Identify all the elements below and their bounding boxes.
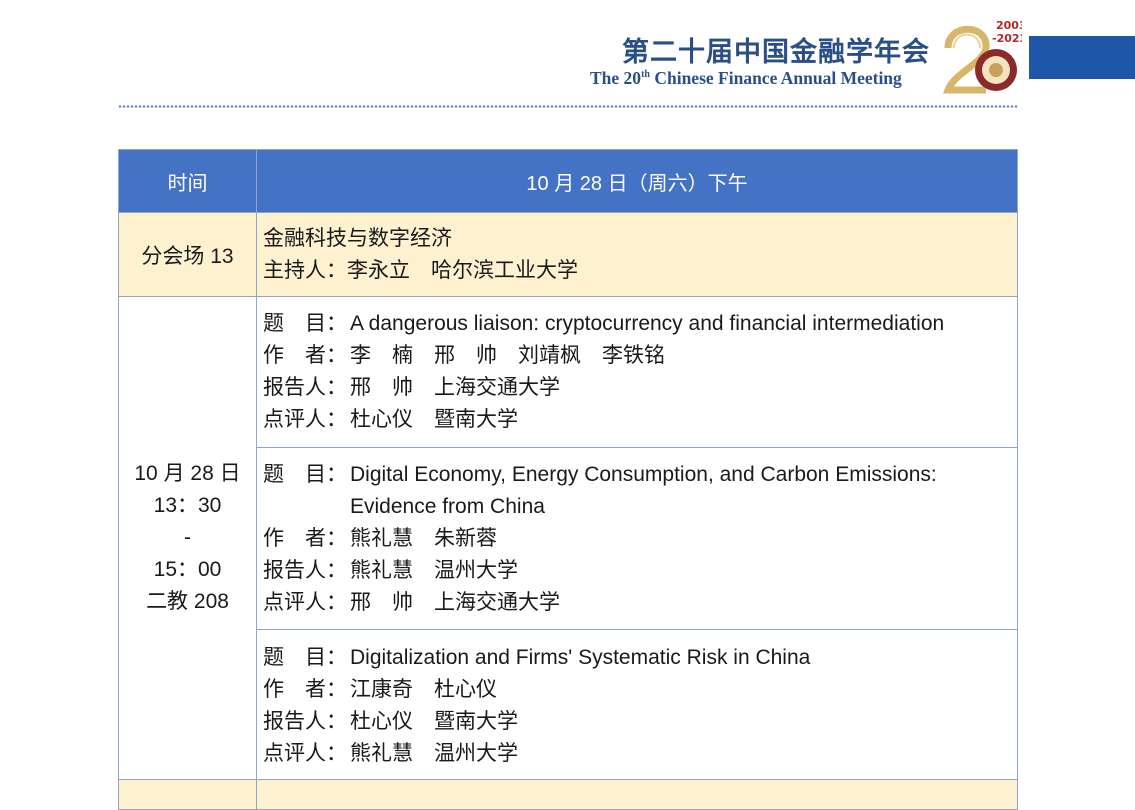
title-label: 题 目： xyxy=(263,312,347,335)
header-blue-bar xyxy=(1029,36,1135,79)
table-header-row: 时间 10 月 28 日（周六）下午 xyxy=(118,149,1018,213)
paper-title: A dangerous liaison: cryptocurrency and … xyxy=(350,312,945,335)
header-time: 时间 xyxy=(118,149,257,213)
presenter-label: 报告人： xyxy=(263,376,347,399)
title-label: 题 目： xyxy=(263,646,347,669)
time-end: 15：00 xyxy=(153,558,222,581)
paper-title: Digital Economy, Energy Consumption, and… xyxy=(350,462,937,518)
next-session-content xyxy=(256,779,1018,810)
paper-authors: 李 楠 邢 帅 刘靖枫 李铁铭 xyxy=(350,344,665,367)
time-dash: - xyxy=(184,526,191,549)
next-session-row xyxy=(118,779,1018,810)
discussant-label: 点评人： xyxy=(263,408,347,431)
paper-discussant: 邢 帅 上海交通大学 xyxy=(350,590,560,614)
header-date: 10 月 28 日（周六）下午 xyxy=(256,149,1018,213)
header-title-cn: 第二十届中国金融学年会 xyxy=(622,37,930,68)
paper-3: 题 目： Digitalization and Firms' Systematic… xyxy=(256,629,1018,780)
paper-discussant: 熊礼慧 温州大学 xyxy=(350,742,518,765)
session-host: 主持人：李永立 哈尔滨工业大学 xyxy=(263,258,578,282)
next-session-time xyxy=(118,779,257,810)
paper-presenter: 杜心仪 暨南大学 xyxy=(350,710,518,733)
paper-title: Digitalization and Firms' Systematic Ris… xyxy=(350,646,811,669)
presenter-label: 报告人： xyxy=(263,558,347,582)
authors-label: 作 者： xyxy=(263,526,347,550)
session-row: 分会场 13 金融科技与数字经济主持人：李永立 哈尔滨工业大学 xyxy=(118,212,1018,297)
title-en-pre: The 20 xyxy=(590,68,642,88)
paper-authors: 江康奇 杜心仪 xyxy=(350,678,497,701)
paper-discussant: 杜心仪 暨南大学 xyxy=(350,408,518,431)
paper-row: 10 月 28 日 13：30 - 15：00 二教 208 题 目： A dan… xyxy=(118,296,1018,780)
discussant-label: 点评人： xyxy=(263,742,347,765)
paper-presenter: 邢 帅 上海交通大学 xyxy=(350,376,560,399)
paper-authors: 熊礼慧 朱新蓉 xyxy=(350,526,497,550)
svg-text:2003: 2003 xyxy=(996,19,1022,32)
dotted-divider xyxy=(118,104,1018,109)
anniversary-logo-icon: 2003 -2023 xyxy=(943,19,1022,94)
paper-row: 题 目： Digital Economy, Energy Consumption,… xyxy=(119,447,1018,630)
title-en-post: Chinese Finance Annual Meeting xyxy=(649,68,902,88)
time-start: 13：30 xyxy=(153,494,222,517)
time-block: 10 月 28 日 13：30 - 15：00 二教 208 xyxy=(118,296,257,780)
svg-text:-2023: -2023 xyxy=(992,32,1022,45)
presenter-label: 报告人： xyxy=(263,710,347,733)
paper-1: 题 目： A dangerous liaison: cryptocurrency … xyxy=(256,296,1018,448)
header-title-en: The 20th Chinese Finance Annual Meeting xyxy=(590,68,902,89)
paper-2: 题 目： Digital Economy, Energy Consumption,… xyxy=(256,447,1018,630)
title-label: 题 目： xyxy=(263,462,347,486)
time-date: 10 月 28 日 xyxy=(134,462,241,485)
authors-label: 作 者： xyxy=(263,678,347,701)
schedule-table: 时间 10 月 28 日（周六）下午 分会场 13 金融科技与数字经济主持人：李… xyxy=(118,149,1018,810)
room: 二教 208 xyxy=(146,590,229,613)
session-name: 分会场 13 xyxy=(118,212,257,297)
authors-label: 作 者： xyxy=(263,344,347,367)
discussant-label: 点评人： xyxy=(263,590,347,614)
paper-row: 题 目： Digitalization and Firms' Systematic… xyxy=(119,629,1018,780)
session-topic: 金融科技与数字经济 xyxy=(263,226,452,250)
paper-presenter: 熊礼慧 温州大学 xyxy=(350,558,518,582)
title-en-sup: th xyxy=(641,69,650,81)
